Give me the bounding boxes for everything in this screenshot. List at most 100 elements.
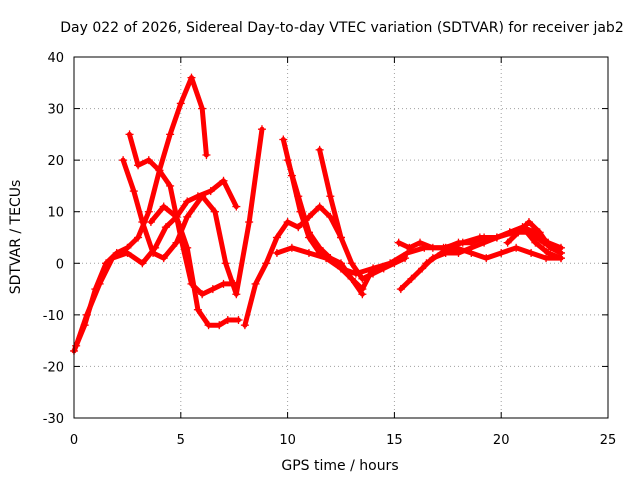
series-track-13 bbox=[422, 243, 566, 268]
plot-frame bbox=[73, 56, 609, 419]
data-point bbox=[202, 150, 211, 159]
data-point bbox=[358, 274, 367, 283]
data-point bbox=[452, 243, 461, 252]
data-point bbox=[144, 207, 153, 216]
x-tick-label: 5 bbox=[177, 433, 185, 448]
data-point bbox=[283, 218, 292, 227]
data-point bbox=[454, 238, 463, 247]
data-point bbox=[347, 274, 356, 283]
data-point bbox=[198, 104, 207, 113]
data-point bbox=[119, 156, 128, 165]
data-point bbox=[503, 238, 512, 247]
data-point bbox=[531, 238, 540, 247]
data-point bbox=[428, 243, 437, 252]
series-band bbox=[423, 245, 564, 266]
data-point bbox=[144, 156, 153, 165]
x-tick-label: 10 bbox=[279, 433, 296, 448]
data-point bbox=[304, 248, 313, 257]
data-point bbox=[208, 285, 217, 294]
data-point bbox=[123, 248, 132, 257]
data-point bbox=[326, 192, 335, 201]
series-band bbox=[505, 219, 564, 256]
data-point bbox=[546, 243, 555, 252]
data-point bbox=[219, 176, 228, 185]
data-point bbox=[146, 218, 155, 227]
data-point bbox=[234, 316, 243, 325]
data-point bbox=[294, 223, 303, 232]
data-point bbox=[210, 207, 219, 216]
data-point bbox=[497, 248, 506, 257]
data-point bbox=[82, 310, 91, 319]
data-point bbox=[480, 233, 489, 242]
x-tick-label: 25 bbox=[600, 433, 617, 448]
series-track-2 bbox=[72, 176, 241, 350]
data-point bbox=[396, 285, 405, 294]
series-track-14 bbox=[503, 218, 566, 257]
data-point bbox=[482, 254, 491, 263]
data-point bbox=[198, 192, 207, 201]
series-track-6 bbox=[240, 202, 345, 330]
data-point bbox=[272, 233, 281, 242]
data-point bbox=[337, 233, 345, 242]
data-point bbox=[467, 248, 476, 257]
y-axis-label: SDTVAR / TECUs bbox=[8, 180, 24, 295]
data-point bbox=[251, 279, 260, 288]
data-point bbox=[232, 290, 241, 299]
y-tick-label: 40 bbox=[47, 51, 64, 66]
data-point bbox=[134, 233, 143, 242]
data-point bbox=[172, 238, 181, 247]
data-point bbox=[315, 243, 324, 252]
data-point bbox=[198, 290, 207, 299]
data-point bbox=[437, 248, 446, 257]
data-point bbox=[245, 218, 254, 227]
data-point bbox=[183, 243, 192, 252]
series-band bbox=[398, 224, 564, 292]
data-point bbox=[315, 202, 324, 211]
data-point bbox=[232, 202, 241, 211]
data-point bbox=[159, 254, 168, 263]
data-point bbox=[386, 259, 395, 268]
data-point bbox=[304, 228, 313, 237]
data-point bbox=[138, 259, 147, 268]
data-point bbox=[125, 130, 134, 139]
data-point bbox=[215, 321, 224, 330]
data-point bbox=[467, 238, 476, 247]
y-tick-label: -30 bbox=[43, 412, 64, 427]
data-point bbox=[221, 259, 230, 268]
data-point bbox=[358, 290, 367, 299]
x-tick-label: 0 bbox=[70, 433, 78, 448]
data-point bbox=[166, 130, 175, 139]
chart-title: Day 022 of 2026, Sidereal Day-to-day VTE… bbox=[60, 20, 623, 36]
data-point bbox=[347, 259, 356, 268]
data-point bbox=[95, 279, 104, 288]
series-track-4 bbox=[146, 202, 243, 330]
data-point bbox=[129, 187, 138, 196]
data-point bbox=[505, 228, 514, 237]
data-point bbox=[262, 259, 271, 268]
data-point bbox=[542, 254, 551, 263]
y-tick-label: -20 bbox=[43, 360, 64, 375]
data-point bbox=[161, 223, 170, 232]
data-point bbox=[138, 218, 147, 227]
y-tick-label: 30 bbox=[47, 103, 64, 118]
x-axis-label: GPS time / hours bbox=[281, 458, 398, 474]
series-band bbox=[73, 178, 239, 349]
data-point bbox=[394, 238, 403, 247]
data-point bbox=[369, 264, 378, 273]
series-band bbox=[285, 157, 365, 297]
axis-ticks: 0 5 10 15 20 25 -30 -20 -10 0 10 20 30 40 bbox=[43, 51, 617, 448]
data-point bbox=[183, 197, 192, 206]
data-point bbox=[535, 228, 544, 237]
data-series bbox=[70, 73, 566, 355]
data-point bbox=[326, 212, 335, 221]
data-point bbox=[403, 248, 412, 257]
data-point bbox=[257, 125, 266, 134]
x-tick-label: 15 bbox=[386, 433, 403, 448]
data-point bbox=[155, 166, 164, 175]
data-point bbox=[176, 99, 185, 108]
series-band bbox=[396, 224, 564, 251]
data-point bbox=[272, 248, 281, 257]
grid-lines bbox=[74, 57, 608, 418]
